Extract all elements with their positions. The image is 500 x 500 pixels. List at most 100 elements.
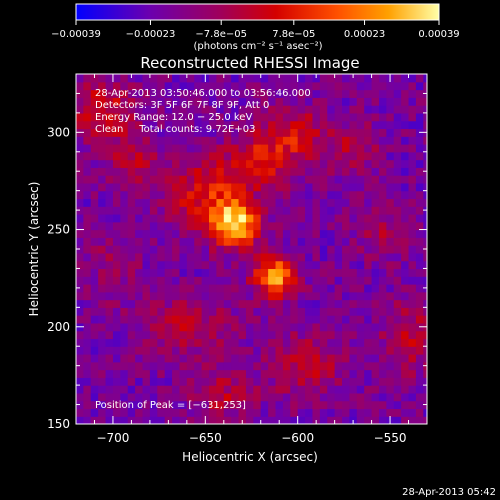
heatmap-cell bbox=[253, 237, 262, 246]
heatmap-cell bbox=[260, 307, 269, 316]
heatmap-cell bbox=[386, 190, 395, 200]
y-tick-label: 200 bbox=[47, 320, 70, 334]
heatmap-cell bbox=[149, 252, 158, 262]
heatmap-cell bbox=[275, 260, 284, 270]
heatmap-cell bbox=[275, 89, 284, 98]
heatmap-cell bbox=[179, 385, 188, 394]
heatmap-cell bbox=[408, 237, 417, 246]
heatmap-cell bbox=[157, 354, 166, 363]
heatmap-cell bbox=[393, 268, 402, 277]
heatmap-cell bbox=[334, 330, 343, 340]
heatmap-cell bbox=[305, 260, 314, 270]
heatmap-cell bbox=[415, 182, 424, 192]
heatmap-cell bbox=[356, 167, 365, 176]
heatmap-cell bbox=[223, 221, 232, 231]
heatmap-cell bbox=[260, 377, 269, 386]
heatmap-cell bbox=[342, 105, 351, 114]
heatmap-cell bbox=[386, 338, 395, 347]
heatmap-cell bbox=[297, 136, 306, 145]
heatmap-cell bbox=[364, 182, 373, 192]
heatmap-cell bbox=[312, 81, 321, 91]
heatmap-cell bbox=[142, 377, 151, 386]
heatmap-cell bbox=[371, 315, 380, 324]
heatmap-cell bbox=[290, 221, 299, 231]
heatmap-cell bbox=[260, 81, 269, 91]
heatmap-cell bbox=[127, 81, 136, 91]
heatmap-cell bbox=[194, 392, 203, 402]
heatmap-cell bbox=[172, 361, 181, 371]
heatmap-cell bbox=[105, 260, 114, 270]
heatmap-cell bbox=[342, 260, 351, 270]
heatmap-cell bbox=[371, 354, 380, 363]
heatmap-cell bbox=[393, 346, 402, 355]
heatmap-cell bbox=[142, 214, 151, 223]
heatmap-cell bbox=[127, 392, 136, 402]
heatmap-cell bbox=[393, 377, 402, 386]
colorbar bbox=[75, 3, 440, 21]
heatmap-cell bbox=[76, 315, 84, 324]
heatmap-cell bbox=[423, 408, 427, 417]
heatmap-cell bbox=[415, 144, 424, 153]
heatmap-cell bbox=[172, 214, 181, 223]
heatmap-cell bbox=[334, 268, 343, 277]
heatmap-cell bbox=[349, 144, 358, 153]
heatmap-cell bbox=[105, 252, 114, 262]
heatmap-cell bbox=[393, 190, 402, 200]
heatmap-cell bbox=[371, 105, 380, 114]
heatmap-cell bbox=[105, 120, 114, 130]
heatmap-cell bbox=[105, 221, 114, 231]
heatmap-cell bbox=[186, 74, 195, 83]
heatmap-cell bbox=[290, 392, 299, 402]
heatmap-cell bbox=[201, 276, 210, 285]
heatmap-cell bbox=[378, 276, 387, 285]
heatmap-cell bbox=[268, 74, 277, 83]
heatmap-cell bbox=[319, 416, 328, 424]
heatmap-cell bbox=[231, 89, 240, 98]
heatmap-cell bbox=[201, 245, 210, 254]
heatmap-cell bbox=[76, 97, 84, 106]
heatmap-cell bbox=[231, 112, 240, 122]
heatmap-cell bbox=[408, 385, 417, 394]
heatmap-cell bbox=[112, 167, 121, 176]
heatmap-cell bbox=[282, 237, 291, 246]
heatmap-cell bbox=[216, 190, 225, 200]
heatmap-cell bbox=[164, 291, 173, 301]
heatmap-cell bbox=[83, 214, 92, 223]
heatmap-cell bbox=[98, 97, 107, 106]
heatmap-cell bbox=[268, 284, 277, 293]
heatmap-cell bbox=[186, 128, 195, 137]
heatmap-cell bbox=[186, 144, 195, 153]
heatmap-cell bbox=[245, 408, 254, 417]
heatmap-cell bbox=[415, 377, 424, 386]
heatmap-cell bbox=[401, 198, 410, 207]
heatmap-cell bbox=[112, 416, 121, 424]
heatmap-cell bbox=[349, 276, 358, 285]
heatmap-cell bbox=[305, 229, 314, 238]
heatmap-cell bbox=[305, 105, 314, 114]
heatmap-cell bbox=[378, 268, 387, 277]
heatmap-cell bbox=[127, 159, 136, 168]
heatmap-cell bbox=[194, 369, 203, 378]
heatmap-cell bbox=[231, 128, 240, 137]
heatmap-cell bbox=[179, 408, 188, 417]
heatmap-cell bbox=[105, 245, 114, 254]
heatmap-cell bbox=[149, 354, 158, 363]
heatmap-cell bbox=[164, 198, 173, 207]
heatmap-cell bbox=[76, 338, 84, 347]
heatmap-cell bbox=[83, 377, 92, 386]
heatmap-cell bbox=[238, 190, 247, 200]
heatmap-cell bbox=[186, 182, 195, 192]
heatmap-cell bbox=[98, 112, 107, 122]
heatmap-cell bbox=[149, 136, 158, 145]
heatmap-cell bbox=[112, 89, 121, 98]
heatmap-cell bbox=[223, 128, 232, 137]
heatmap-cell bbox=[356, 120, 365, 130]
heatmap-cell bbox=[356, 416, 365, 424]
heatmap-cell bbox=[334, 128, 343, 137]
heatmap-cell bbox=[423, 190, 427, 200]
heatmap-cell bbox=[149, 112, 158, 122]
heatmap-cell bbox=[209, 198, 217, 207]
heatmap-cell bbox=[238, 81, 247, 91]
heatmap-cell bbox=[186, 338, 195, 347]
heatmap-cell bbox=[393, 144, 402, 153]
